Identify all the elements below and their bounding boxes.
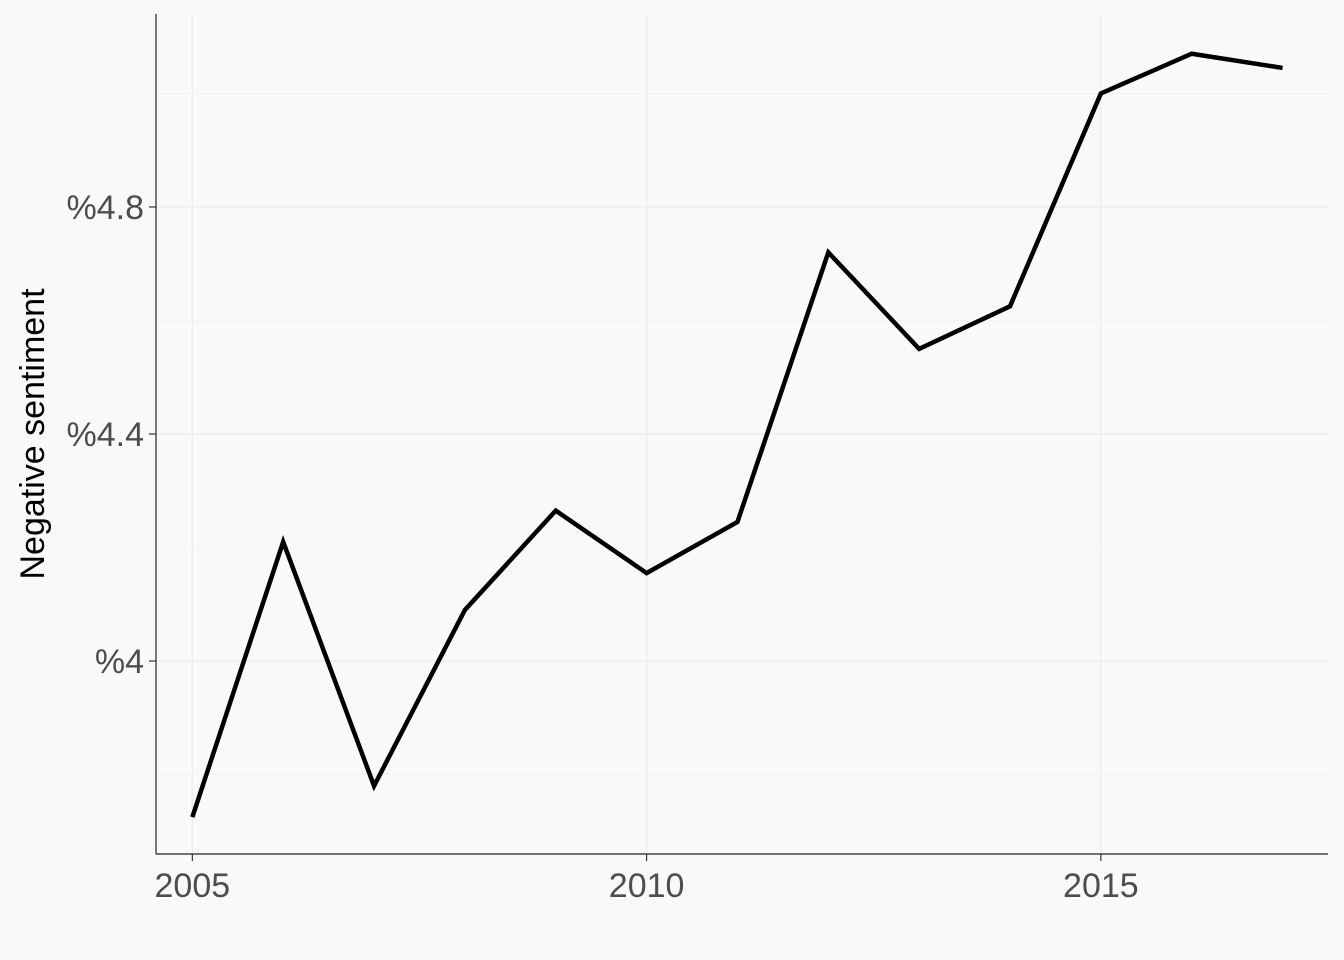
x-tick-label: 2005 [155, 867, 231, 905]
axes [149, 14, 1328, 861]
y-axis-title: Negative sentiment [14, 288, 52, 580]
y-tick-label: %4.8 [67, 189, 145, 227]
y-tick-label: %4 [95, 643, 144, 681]
x-tick-label: 2015 [1063, 867, 1139, 905]
series-line [190, 51, 1283, 818]
tick-labels: %4 %4.4 %4.8 2005 2010 2015 [67, 189, 1139, 905]
y-tick-label: %4.4 [67, 416, 145, 454]
gridlines [156, 14, 1328, 854]
series-layer [190, 51, 1283, 818]
x-tick-label: 2010 [609, 867, 685, 905]
